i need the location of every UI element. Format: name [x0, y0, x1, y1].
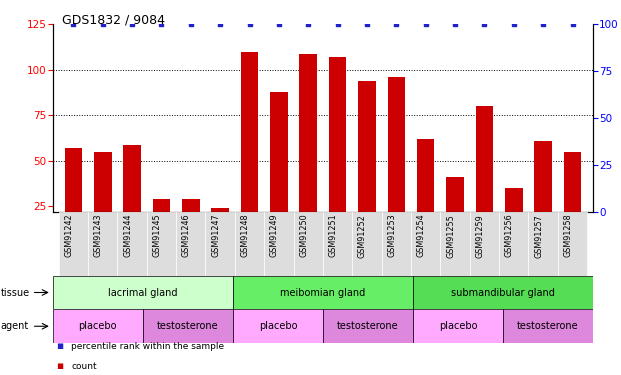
Bar [382, 212, 411, 276]
Text: GSM91249: GSM91249 [270, 214, 279, 257]
Point [186, 21, 196, 27]
Text: placebo: placebo [439, 321, 477, 331]
Text: GSM91252: GSM91252 [358, 214, 367, 258]
Bar [358, 81, 376, 252]
Text: submandibular gland: submandibular gland [451, 288, 555, 297]
Bar [294, 212, 323, 276]
Text: GSM91244: GSM91244 [123, 214, 132, 257]
Text: GSM91257: GSM91257 [534, 214, 543, 258]
Point [538, 21, 548, 27]
Point [333, 21, 343, 27]
Text: GSM91250: GSM91250 [299, 214, 308, 257]
Bar [323, 212, 352, 276]
Bar [505, 188, 523, 252]
Bar [503, 309, 593, 343]
Text: testosterone: testosterone [337, 321, 399, 331]
Bar [299, 54, 317, 252]
Bar [147, 212, 176, 276]
Bar [499, 212, 528, 276]
Point [274, 21, 284, 27]
Bar [182, 199, 199, 252]
Bar [53, 309, 143, 343]
Point [420, 21, 430, 27]
Bar [270, 92, 288, 252]
Bar [176, 212, 206, 276]
Point [362, 21, 372, 27]
Text: GSM91245: GSM91245 [152, 214, 161, 257]
Text: GSM91248: GSM91248 [240, 214, 250, 257]
Text: GSM91256: GSM91256 [505, 214, 514, 257]
Point [568, 21, 578, 27]
Text: placebo: placebo [79, 321, 117, 331]
Text: GSM91247: GSM91247 [211, 214, 220, 257]
Text: ◾: ◾ [56, 361, 63, 371]
Bar [323, 309, 413, 343]
Point [97, 21, 107, 27]
Bar [241, 52, 258, 252]
Text: GSM91251: GSM91251 [329, 214, 338, 257]
Text: agent: agent [1, 321, 29, 331]
Point [450, 21, 460, 27]
Text: GSM91259: GSM91259 [476, 214, 484, 258]
Text: lacrimal gland: lacrimal gland [108, 288, 178, 297]
Text: testosterone: testosterone [157, 321, 219, 331]
Text: GSM91243: GSM91243 [94, 214, 102, 257]
Bar [233, 276, 413, 309]
Text: percentile rank within the sample: percentile rank within the sample [71, 342, 225, 351]
Text: meibomian gland: meibomian gland [280, 288, 366, 297]
Bar [388, 77, 405, 252]
Bar [58, 212, 88, 276]
Bar [153, 199, 170, 252]
Point [245, 21, 255, 27]
Bar [233, 309, 323, 343]
Text: GSM91246: GSM91246 [182, 214, 191, 257]
Text: GSM91242: GSM91242 [65, 214, 73, 257]
Point [509, 21, 519, 27]
Bar [411, 212, 440, 276]
Bar [123, 144, 141, 252]
Bar [440, 212, 469, 276]
Bar [564, 152, 581, 252]
Text: GSM91258: GSM91258 [563, 214, 573, 257]
Bar [413, 276, 593, 309]
Bar [558, 212, 587, 276]
Text: GSM91255: GSM91255 [446, 214, 455, 258]
Text: GSM91254: GSM91254 [417, 214, 425, 257]
Bar [235, 212, 264, 276]
Bar [476, 106, 493, 252]
Bar [469, 212, 499, 276]
Bar [88, 212, 117, 276]
Bar [352, 212, 382, 276]
Bar [53, 276, 233, 309]
Point [127, 21, 137, 27]
Bar [94, 152, 112, 252]
Point [391, 21, 401, 27]
Point [215, 21, 225, 27]
Bar [65, 148, 82, 252]
Text: GDS1832 / 9084: GDS1832 / 9084 [62, 13, 165, 26]
Bar [446, 177, 464, 252]
Bar [211, 208, 229, 252]
Text: tissue: tissue [1, 288, 30, 297]
Point [156, 21, 166, 27]
Text: count: count [71, 362, 97, 371]
Bar [206, 212, 235, 276]
Text: testosterone: testosterone [517, 321, 579, 331]
Point [303, 21, 313, 27]
Point [68, 21, 78, 27]
Text: ◾: ◾ [56, 340, 63, 351]
Bar [117, 212, 147, 276]
Bar [143, 309, 233, 343]
Bar [528, 212, 558, 276]
Bar [264, 212, 294, 276]
Point [479, 21, 489, 27]
Text: GSM91253: GSM91253 [388, 214, 396, 257]
Bar [534, 141, 552, 252]
Text: placebo: placebo [259, 321, 297, 331]
Bar [417, 139, 435, 252]
Bar [329, 57, 347, 252]
Bar [413, 309, 503, 343]
